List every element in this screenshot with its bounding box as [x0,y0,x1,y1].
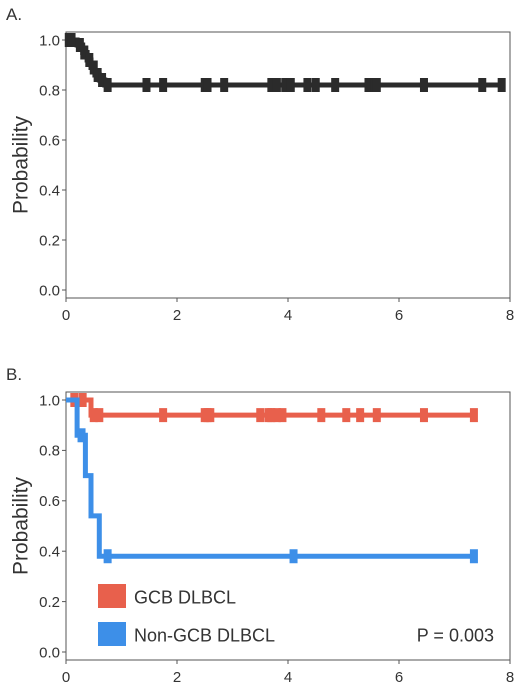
x-tick-label: 4 [284,669,292,686]
censor-mark [356,408,365,423]
censor-mark [103,549,112,564]
x-tick-label: 2 [173,307,181,324]
censor-mark [419,408,428,423]
y-tick-label: 0.0 [39,644,60,661]
x-tick-label: 6 [395,669,403,686]
censor-mark [77,428,86,443]
censor-mark [80,45,89,60]
y-tick-label: 0.6 [39,493,60,510]
y-tick-label: 0.6 [39,132,60,149]
censor-mark [267,78,276,92]
x-tick-label: 0 [62,307,70,324]
censor-mark [331,78,340,92]
legend-label: GCB DLBCL [134,587,236,607]
censor-mark [419,78,428,92]
panel-a: A. Probability 0.0 0.2 0.4 0.6 0.8 1.0 0 2 4 6 8 [6,5,514,324]
x-tick-label: 8 [506,307,514,324]
plot-frame [65,391,511,661]
censor-mark [278,408,287,423]
censor-mark [103,78,112,92]
censor-mark [75,38,84,52]
y-tick-label: 0.4 [39,543,60,560]
censor-mark [95,408,104,423]
x-tick-label: 6 [395,307,403,324]
y-axis-title: Probability [9,115,32,214]
censor-mark [317,408,326,423]
censor-mark [372,78,381,92]
censor-mark [159,78,168,92]
p-value-annotation: P = 0.003 [417,625,494,645]
censor-mark [469,549,478,564]
censor-mark [303,78,312,92]
censor-mark [342,408,351,423]
legend-swatch [98,584,126,608]
y-axis-title: Probability [9,476,32,575]
x-tick-label: 8 [506,669,514,686]
censor-mark [206,408,215,423]
censor-mark [469,408,478,423]
censor-mark [78,393,87,407]
censor-mark [286,78,295,92]
y-tick-label: 0.4 [39,182,60,199]
censor-mark [85,53,94,67]
censor-mark [220,78,229,92]
panel-b: B. Probability 0.0 0.2 0.4 0.6 0.8 1.0 0 2 4 6 8 GCB … [6,365,514,686]
censor-mark [311,78,320,92]
censor-mark [372,408,381,423]
x-tick-label: 2 [173,669,181,686]
censor-mark [67,33,76,47]
censor-mark [256,408,265,423]
legend-label: Non-GCB DLBCL [134,625,275,645]
censor-mark [93,68,102,82]
censor-mark [364,78,373,92]
y-tick-label: 1.0 [39,392,60,409]
censor-mark [89,408,98,423]
y-tick-label: 1.0 [39,32,60,49]
censor-mark [89,60,98,75]
censor-mark [159,408,168,423]
censor-mark [203,78,212,92]
y-tick-label: 0.2 [39,232,60,249]
y-tick-label: 0.2 [39,594,60,611]
censor-mark [281,78,290,92]
y-tick-label: 0.0 [39,282,60,299]
x-tick-label: 4 [284,307,292,324]
censor-mark [478,78,487,92]
censor-mark [272,408,281,423]
legend-swatch [98,622,126,646]
censor-mark [289,549,298,564]
censor-mark [272,78,281,92]
x-tick-label: 0 [62,669,70,686]
censor-mark [267,408,276,423]
censor-mark [142,78,151,92]
plot-frame [65,31,511,299]
panel-label: A. [6,5,22,24]
panel-label: B. [6,365,22,384]
y-tick-label: 0.8 [39,82,60,99]
censor-mark [497,78,506,92]
y-tick-label: 0.8 [39,443,60,460]
series-line-non-gcb-dlbcl [66,397,477,559]
censor-mark [98,73,107,87]
